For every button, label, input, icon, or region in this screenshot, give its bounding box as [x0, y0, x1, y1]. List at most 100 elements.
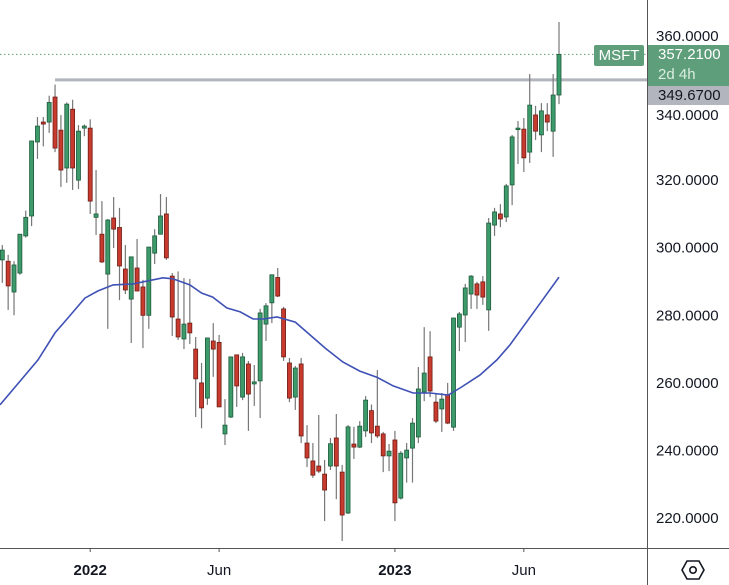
candle [222, 399, 228, 446]
candle-body [40, 121, 46, 125]
candle [140, 279, 146, 349]
candle [486, 218, 492, 331]
x-tick-label: 2022 [74, 562, 107, 579]
candle [204, 337, 210, 405]
candle-body [222, 424, 228, 435]
candle [451, 317, 456, 431]
candle-body [46, 102, 52, 123]
candle [81, 124, 87, 137]
candle [122, 245, 128, 295]
candle-body [204, 337, 210, 399]
candle [93, 170, 99, 235]
candle-body [322, 473, 328, 491]
candle [146, 246, 152, 329]
candle [550, 74, 556, 157]
candle-body [468, 275, 474, 295]
candle-body [234, 354, 240, 387]
candle [468, 275, 474, 309]
candle-body [539, 110, 544, 136]
bar-countdown: 2d 4h [658, 66, 696, 83]
candle [169, 273, 175, 336]
candle-body [99, 233, 105, 263]
candle [263, 303, 269, 342]
candle [40, 116, 46, 147]
candle [281, 306, 286, 361]
candle-body [380, 433, 386, 457]
y-tick-label: 220.0000 [656, 510, 719, 527]
candle-body [128, 256, 134, 300]
y-tick-label: 360.0000 [656, 28, 719, 45]
candle-body [175, 318, 181, 338]
candle [392, 430, 398, 522]
candle [87, 119, 93, 214]
candle [228, 356, 234, 419]
candle-body [550, 94, 556, 132]
candle-body [210, 340, 216, 350]
candle [456, 311, 462, 352]
candle-body [445, 394, 451, 424]
candle-body [544, 114, 550, 123]
candle [11, 261, 17, 316]
candle-body [76, 130, 81, 181]
candle-body [515, 127, 521, 131]
candle [527, 74, 533, 163]
candle-body [415, 388, 421, 438]
candle-body [427, 356, 433, 392]
candle [427, 331, 433, 398]
candle-body [228, 356, 234, 418]
candle [152, 229, 158, 264]
candle [474, 281, 480, 309]
candle [533, 105, 538, 140]
y-tick-label: 340.0000 [656, 107, 719, 124]
candle [251, 364, 257, 406]
candle [421, 327, 427, 402]
y-tick-label: 280.0000 [656, 307, 719, 324]
candle [539, 103, 544, 153]
candle [5, 254, 11, 310]
candle-body [456, 313, 462, 328]
candle-body [35, 125, 40, 143]
candle-body [105, 219, 111, 275]
candle-body [509, 136, 515, 186]
candle [298, 357, 304, 444]
candle [404, 443, 410, 483]
candle [287, 357, 292, 403]
candle [439, 393, 445, 432]
hexagon-settings-icon[interactable] [680, 558, 706, 582]
candle [492, 207, 497, 236]
candle [216, 334, 222, 408]
candle [187, 278, 193, 345]
candle [515, 121, 521, 164]
candle [322, 459, 328, 522]
candle-body [111, 217, 117, 230]
candle [199, 362, 204, 429]
candle-body [439, 398, 445, 410]
candle-body [257, 312, 263, 382]
moving-average-line [0, 276, 560, 406]
candle [111, 197, 117, 249]
candle-body [369, 410, 374, 434]
candle-body [533, 114, 538, 132]
candle-body [216, 341, 222, 408]
candle [52, 84, 58, 153]
candle-body [298, 363, 304, 437]
candle-body [310, 460, 316, 476]
candle [275, 268, 281, 298]
candle-body [163, 213, 169, 259]
candle [35, 116, 40, 159]
candle-body [357, 425, 363, 448]
candle-body [193, 348, 199, 380]
candle-body [316, 465, 322, 472]
candle [480, 276, 486, 305]
candle [328, 437, 333, 471]
candle [29, 140, 35, 227]
candle [210, 323, 216, 377]
candle-body [521, 128, 527, 159]
candle-body [269, 274, 275, 304]
candle [234, 354, 240, 407]
candle-body [287, 362, 292, 399]
candle-body [433, 401, 439, 422]
candle [509, 134, 515, 206]
candle-body [152, 235, 158, 254]
